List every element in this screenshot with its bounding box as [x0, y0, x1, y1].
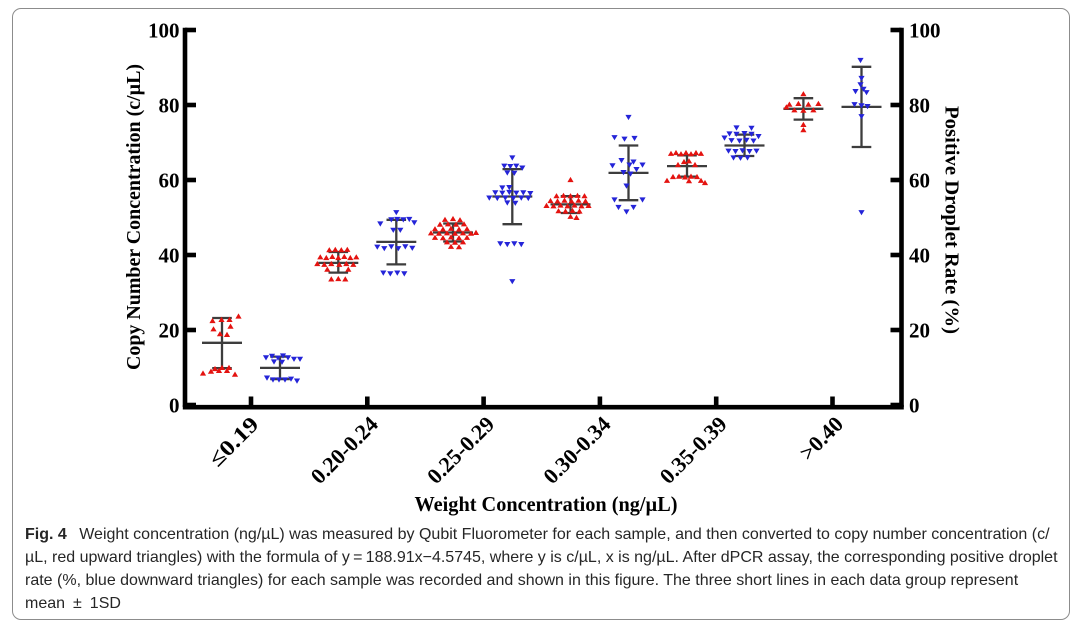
svg-text:40: 40 — [159, 243, 180, 267]
svg-text:60: 60 — [159, 168, 180, 192]
svg-text:20: 20 — [159, 318, 180, 342]
svg-text:60: 60 — [909, 168, 930, 192]
svg-text:Copy Number Concentration (c/µ: Copy Number Concentration (c/µL) — [123, 64, 145, 370]
svg-text:Positive Droplet Rate (%): Positive Droplet Rate (%) — [941, 106, 963, 334]
svg-text:≤0.19: ≤0.19 — [203, 411, 263, 471]
svg-text:Weight Concentration (ng/µL): Weight Concentration (ng/µL) — [415, 492, 678, 516]
svg-text:80: 80 — [909, 93, 930, 117]
svg-text:0.25-0.29: 0.25-0.29 — [422, 411, 499, 488]
svg-text:0.20-0.24: 0.20-0.24 — [306, 411, 383, 488]
svg-text:0.35-0.39: 0.35-0.39 — [654, 411, 731, 488]
svg-text:100: 100 — [148, 18, 180, 42]
svg-text:80: 80 — [159, 93, 180, 117]
svg-text:>0.40: >0.40 — [794, 411, 848, 465]
svg-text:0: 0 — [909, 393, 920, 417]
svg-text:100: 100 — [909, 18, 941, 42]
svg-text:0: 0 — [169, 393, 180, 417]
svg-text:40: 40 — [909, 243, 930, 267]
svg-text:0.30-0.34: 0.30-0.34 — [538, 411, 615, 488]
svg-text:20: 20 — [909, 318, 930, 342]
